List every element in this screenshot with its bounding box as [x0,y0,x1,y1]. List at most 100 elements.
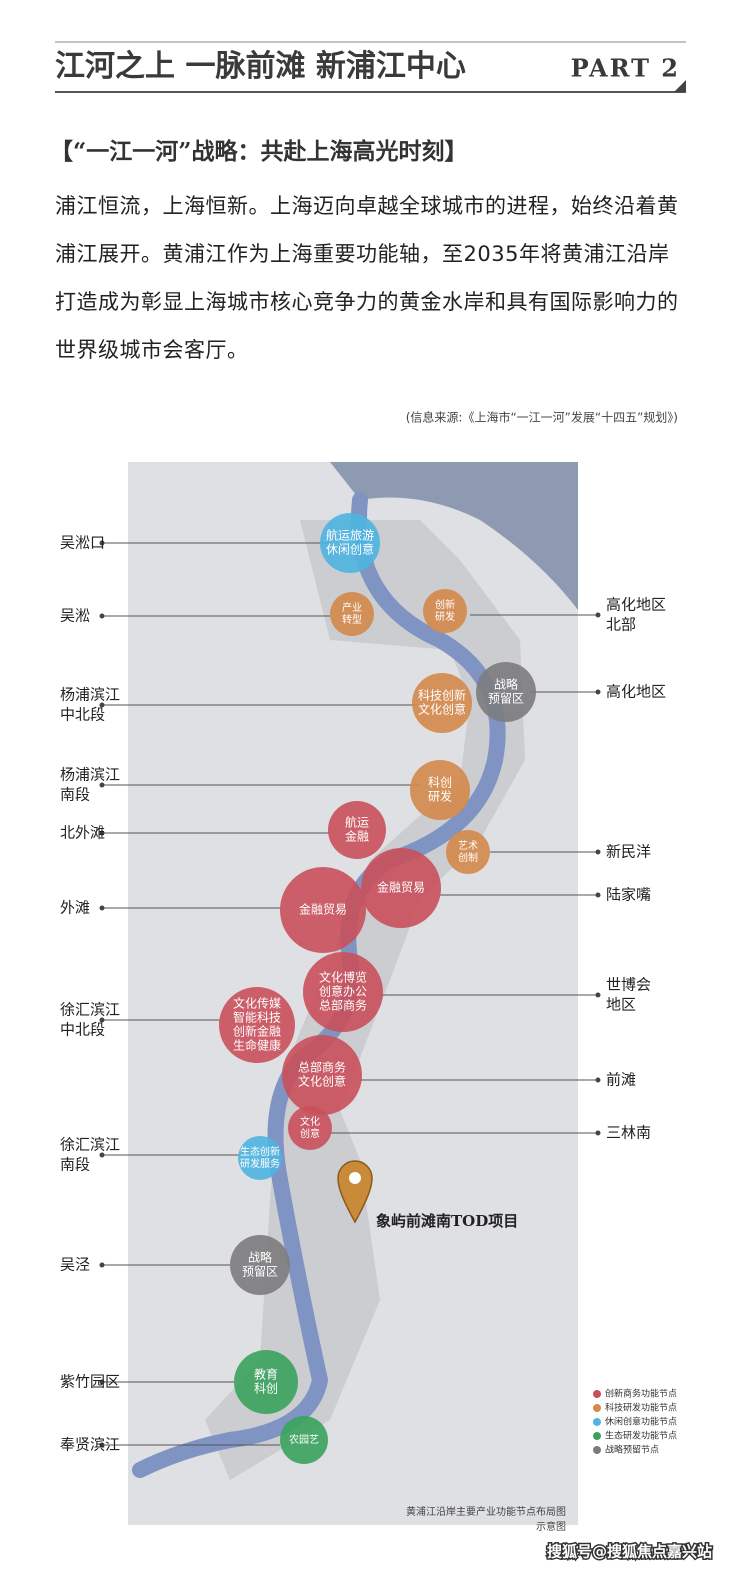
paragraph: 浦江恒流，上海恒新。上海迈向卓越全球城市的进程，始终沿着黄浦江展开。黄浦江作为上… [55,194,679,362]
left-label: 中北段 [60,706,105,724]
node-label: 教育 [254,1367,278,1382]
legend-dot [593,1390,601,1398]
node [230,1235,290,1295]
caption: 示意图 [536,1520,566,1533]
right-label: 陆家嘴 [606,886,651,904]
left-label: 中北段 [60,1021,105,1039]
caption: 黄浦江沿岸主要产业功能节点布局图 [406,1505,566,1518]
left-label: 杨浦滨江 [60,686,120,704]
right-label: 前滩 [606,1071,636,1089]
node-label: 创新金融 [233,1024,281,1039]
sea [330,462,578,610]
node [330,592,374,636]
node-label: 生命健康 [233,1038,281,1053]
leader-dot [595,1077,601,1083]
node-label: 金融 [345,829,369,844]
node [234,1350,298,1414]
node-label: 金融贸易 [377,880,425,895]
node [238,1136,282,1180]
pin-hole [349,1172,361,1184]
left-label: 南段 [60,786,90,804]
leader-dot [595,689,601,695]
right-label: 高化地区 [606,596,666,614]
node [280,867,366,953]
node-label: 航运旅游 [326,528,374,543]
node-label: 科创 [254,1382,278,1396]
project-label: 象屿前滩南TOD项目 [376,1212,518,1230]
legend-label: 生态研发功能节点 [605,1430,677,1442]
node-label: 文化创意 [298,1074,346,1089]
leader-dot [99,1017,105,1023]
node-label: 总部商务 [319,998,367,1013]
node-label: 创意 [300,1127,320,1140]
leader-dot [99,613,105,619]
leader-dot [595,612,601,618]
legend-label: 休闲创意功能节点 [605,1416,677,1428]
leader-dot [99,830,105,836]
leader-dot [99,702,105,708]
node-label: 研发服务 [240,1157,280,1170]
node-label: 金融贸易 [299,902,347,917]
node-label: 创意办公 [319,984,367,999]
node-label: 文化 [300,1115,320,1128]
left-label: 紫竹园区 [60,1373,120,1391]
leader-dot [99,1152,105,1158]
left-label: 吴淞口 [60,534,105,552]
node-label: 智能科技 [233,1010,281,1025]
node [280,1416,328,1464]
legend-label: 战略预留节点 [605,1444,659,1456]
left-label: 徐汇滨江 [60,1136,120,1154]
leader-dot [595,892,601,898]
node-label: 创新 [435,598,455,611]
leader-dot [99,1262,105,1268]
node [288,1106,332,1150]
node-label: 战略 [494,677,518,692]
node [412,673,472,733]
left-label: 杨浦滨江 [60,766,120,784]
leader-dot [99,782,105,788]
node-label: 总部商务 [298,1060,346,1075]
right-label: 高化地区 [606,683,666,701]
leader-dot [99,540,105,546]
node [476,662,536,722]
right-label: 北部 [606,616,636,634]
node-label: 文化传媒 [233,996,281,1011]
node-label: 战略 [248,1250,272,1265]
corner [674,80,686,92]
node-label: 预留区 [488,692,524,706]
node [219,987,295,1063]
node-label: 转型 [342,613,362,626]
header-part: PART 2 [571,54,680,83]
leader-dot [99,1442,105,1448]
left-label: 北外滩 [60,824,105,842]
node-label: 研发 [435,610,455,623]
leader-dot [595,1130,601,1136]
left-label: 南段 [60,1156,90,1174]
node [410,760,470,820]
legend-dot [593,1446,601,1454]
legend-dot [593,1404,601,1412]
watermark: 搜狐号@搜狐焦点嘉兴站 [547,1543,712,1561]
node [282,1035,362,1115]
node-label: 科创 [428,776,452,790]
node [328,801,386,859]
right-label: 地区 [606,996,636,1014]
node [446,830,490,874]
left-label: 奉贤滨江 [60,1436,120,1454]
legend-dot [593,1432,601,1440]
right-label: 世博会 [606,976,651,994]
node-label: 农园艺 [289,1433,319,1446]
source: (信息来源:《上海市“一江一河”发展“十四五”规划》) [406,410,678,425]
section-title: 【“一江一河”战略：共赴上海高光时刻】 [50,138,467,165]
legend-dot [593,1418,601,1426]
legend-label: 科技研发功能节点 [605,1402,677,1414]
left-label: 外滩 [60,899,90,917]
node-label: 科技创新 [418,688,466,703]
node-label: 艺术 [458,840,478,852]
node [423,589,467,633]
node-label: 研发 [428,789,452,804]
node-label: 航运 [345,815,369,830]
node-label: 产业 [342,601,362,614]
